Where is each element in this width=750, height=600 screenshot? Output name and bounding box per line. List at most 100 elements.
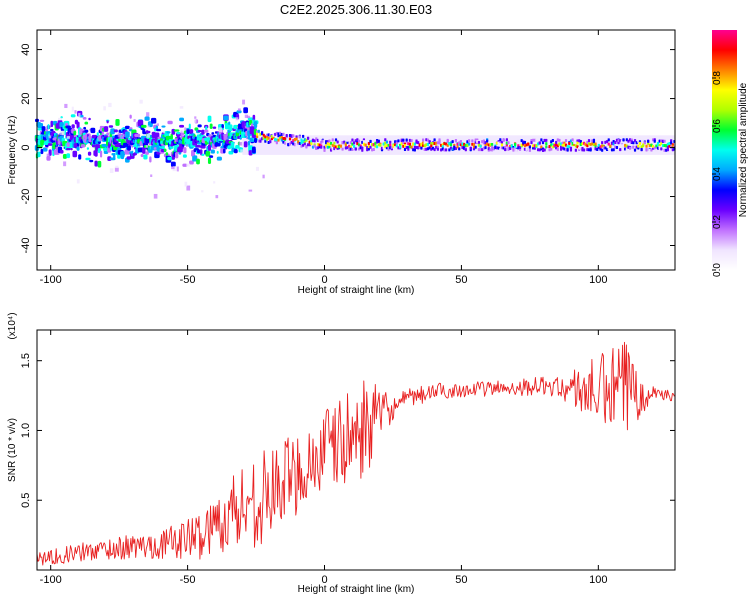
spectrogram-cell [42, 147, 48, 152]
spectrogram-cell [555, 140, 558, 144]
spectrogram-cell [221, 124, 224, 129]
spectrogram-cell [302, 134, 305, 138]
spectrogram-cell [502, 138, 505, 142]
spectrogram-cell [632, 141, 635, 145]
spectrogram-cell [645, 144, 648, 148]
spectrogram-cell [282, 132, 285, 136]
spectrogram-cell [144, 116, 150, 121]
spectrogram-cell [47, 124, 50, 130]
spectrogram-cell [477, 140, 481, 144]
spectrogram-cell [403, 144, 407, 148]
spectrogram-cell [525, 147, 528, 151]
spectrogram-cell [499, 138, 502, 142]
spectrogram-cell [579, 139, 582, 143]
colorbar-gradient [712, 30, 737, 270]
spectrogram-cell [375, 145, 379, 149]
spectrogram-cell [124, 131, 130, 138]
spectrogram-cell [507, 141, 510, 145]
spectrogram-cell [127, 145, 131, 151]
spectrogram-cell [538, 141, 541, 145]
spectrogram-cell [214, 131, 218, 134]
spectrogram-cell [472, 142, 476, 146]
spectrogram-cell [433, 138, 436, 142]
spectrogram-cell [397, 139, 400, 143]
spectrogram-outlier [179, 106, 184, 109]
spectrogram-outlier [61, 130, 65, 136]
spectrogram-cell [543, 148, 546, 152]
spectrogram-cell [210, 149, 215, 154]
spectrogram-cell [528, 145, 531, 149]
spectrogram-cell [197, 130, 202, 133]
spectrogram-cell [587, 139, 591, 143]
spectrogram-cell [225, 139, 230, 144]
spectrogram-outlier [162, 130, 166, 134]
spectrogram-cell [569, 146, 573, 150]
spectrogram-cell [173, 129, 180, 132]
spectrogram-outlier [262, 174, 265, 179]
spectrogram-outlier [180, 129, 184, 133]
spectrogram-cell [454, 139, 458, 143]
spectrogram-outlier [78, 112, 81, 118]
spectrogram-cell [512, 147, 515, 151]
spectrogram-cell [253, 137, 258, 143]
spectrogram-cell [228, 121, 231, 126]
spectrogram-cell [645, 147, 648, 151]
spectrogram-cell [62, 154, 67, 159]
spectrogram-cell [146, 130, 151, 134]
spectrogram-cell [341, 147, 344, 151]
spectrogram-cell [89, 159, 94, 163]
snr-xtick-label: 0 [321, 574, 327, 586]
spectrogram-cell [653, 139, 656, 143]
spectrogram-cell [129, 114, 132, 119]
spectrogram-cell [292, 134, 295, 138]
spectrogram-outlier [225, 136, 228, 140]
spectrogram-cell [253, 121, 258, 128]
spectrogram-cell [331, 138, 334, 142]
spectrogram-cell [518, 146, 522, 150]
spectrogram-cell [670, 139, 673, 143]
spectrogram-outlier [114, 167, 119, 172]
spectrogram-outlier [145, 145, 148, 148]
spectrogram-cell [574, 148, 577, 152]
spectrogram-outlier [74, 110, 77, 114]
spectrogram-outlier [174, 138, 178, 143]
spectrogram-cell [474, 145, 477, 149]
spectrogram-ylabel: Frequency (Hz) [7, 116, 18, 185]
colorbar-tick-label: 0.6 [712, 119, 723, 133]
spectrogram-cell [259, 139, 262, 143]
spectrogram-cell [504, 148, 507, 152]
spectrogram-cell [212, 126, 217, 129]
spectrogram-cell [243, 107, 249, 114]
spectrogram-cell [288, 137, 292, 141]
spectrogram-outlier [246, 115, 251, 119]
snr-series-line [36, 341, 675, 566]
spectrogram-outlier [255, 166, 260, 171]
spectrogram-cell [328, 139, 331, 143]
spectrogram-cell [469, 146, 472, 150]
spectrogram-cell [110, 128, 115, 135]
colorbar-label: Normalized spectral amplitude [738, 82, 749, 217]
spectrogram-cell [257, 129, 260, 133]
spectrogram-cell [523, 140, 527, 144]
spectrogram-cell [295, 143, 298, 147]
colorbar-tick-label: 0.0 [712, 263, 723, 277]
spectrogram-cell [216, 150, 219, 154]
spectrogram-cell [201, 153, 205, 156]
spectrogram-cell [197, 142, 203, 145]
spectrogram-cell [660, 147, 663, 151]
spectrogram-cell [313, 139, 316, 143]
spectrogram-cell [211, 132, 215, 135]
spectrogram-cell [578, 146, 581, 150]
spectrogram-cell [209, 155, 214, 158]
spectrogram-outlier [184, 181, 188, 187]
spectrogram-outlier [186, 163, 190, 167]
spectrogram-outlier [240, 149, 244, 154]
spectrogram-cell [227, 145, 231, 150]
spectrogram-cell [229, 124, 233, 131]
spectrogram-cell [444, 148, 448, 152]
spectrogram-outlier [237, 108, 241, 112]
spectrogram-cell [377, 139, 380, 143]
spectrogram-cell [369, 139, 372, 143]
spectrogram-cell [413, 148, 416, 152]
spectrogram-cell [285, 134, 288, 138]
